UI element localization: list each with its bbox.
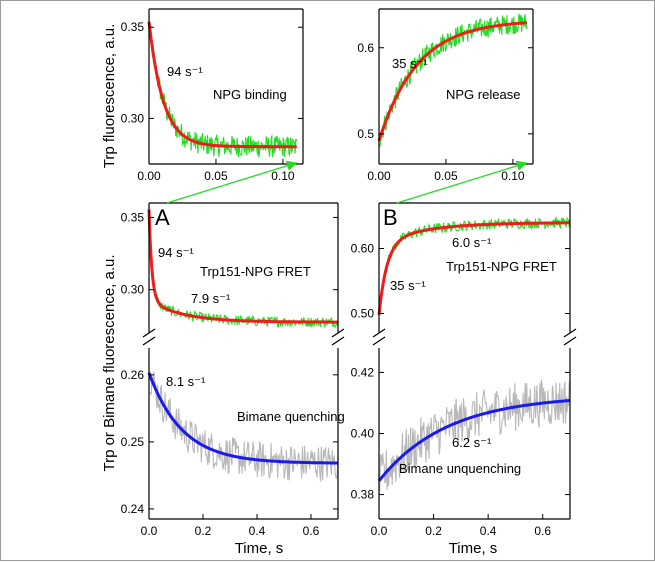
panel-a-fret-y-tick-label: 0.35	[121, 210, 145, 224]
panel-b-bimane-y-tick-label: 0.42	[351, 365, 375, 379]
panel-a-bimane-x-tick-label: 0.6	[303, 524, 320, 538]
panel-b-fret-annotation: Trp151-NPG FRET	[446, 259, 557, 274]
inset-binding-x-tick-label: 0.00	[137, 169, 161, 183]
panel-a-bimane-annotation: Bimane quenching	[237, 409, 345, 424]
inset-release-annotation: 35 s⁻¹	[392, 56, 428, 71]
inset-release-x-tick-label: 0.05	[434, 169, 458, 183]
inset-binding-fit-line	[147, 21, 297, 149]
x-axis-label-left: Time, s	[235, 540, 284, 557]
inset-release-x-tick-label: 0.00	[367, 169, 391, 183]
panel-a-fret-fit-line	[147, 209, 338, 324]
panel-b-fret-annotation: 6.0 s⁻¹	[452, 235, 492, 250]
panel-label-a: A	[155, 205, 170, 230]
panel-b-bimane-x-tick-label: 0.4	[480, 524, 497, 538]
panel-a-fret-break-mark	[142, 328, 156, 338]
panel-a-bimane-y-tick-label: 0.26	[121, 368, 145, 382]
inset-release-annotation: NPG release	[446, 87, 520, 102]
inset-release-y-tick-label: 0.6	[357, 41, 374, 55]
panel-b-bimane-annotation: 6.2 s⁻¹	[452, 435, 492, 450]
y-axis-label-bottom: Trp or Bimane fluorescence, a.u.	[101, 254, 118, 471]
inset-release-data-trace	[378, 13, 528, 147]
panel-a-bimane-plot: 0.24 0.25 0.26 0.0 0.2 0.4 0.6 8.1 s⁻¹ Bimane qu…	[121, 348, 345, 538]
inset-release-y-tick-label: 0.5	[357, 127, 374, 141]
panel-b-bimane-fit-line	[377, 399, 571, 482]
panel-a-bimane-annotation: 8.1 s⁻¹	[166, 374, 206, 389]
inset-binding-y-tick-label: 0.30	[121, 111, 145, 125]
panel-a-fret-break-mark	[142, 336, 156, 346]
panel-b-fret-data-trace	[378, 215, 571, 317]
panel-b-bimane-annotation: Bimane unquenching	[399, 461, 521, 476]
panel-a-fret-annotation: 7.9 s⁻¹	[191, 291, 231, 306]
inset-binding-x-tick-label: 0.05	[204, 169, 228, 183]
inset-binding-annotation: 94 s⁻¹	[167, 64, 203, 79]
panel-a-bimane-x-tick-label: 0.0	[141, 524, 158, 538]
panel-b-fret-break-mark	[563, 336, 577, 346]
inset-release-x-tick-label: 0.10	[501, 169, 525, 183]
y-axis-label-top: Trp fluorescence, a.u.	[101, 24, 118, 169]
panel-a-fret-break-mark	[331, 328, 345, 338]
panel-b-fret-y-tick-label: 0.50	[351, 307, 375, 321]
zoom-arrow-a	[166, 160, 298, 204]
panel-a-fret-y-tick-label: 0.30	[121, 283, 145, 297]
panel-a-bimane-x-tick-label: 0.4	[249, 524, 266, 538]
panel-a-bimane-x-tick-label: 0.2	[195, 524, 212, 538]
panel-b-fret-plot: 0.50 0.60 6.0 s⁻¹ 35 s⁻¹ Trp151-NPG FRET	[351, 202, 577, 346]
panel-b-bimane-x-tick-label: 0.6	[534, 524, 551, 538]
panel-b-bimane-y-tick-label: 0.40	[351, 427, 375, 441]
inset-binding-x-tick-label: 0.10	[271, 169, 295, 183]
panel-label-b: B	[383, 205, 398, 230]
zoom-arrow-b	[396, 160, 528, 204]
panel-a-fret-plot: 0.30 0.35 94 s⁻¹ Trp151-NPG FRET 7.9 s⁻¹	[121, 202, 345, 346]
panel-b-bimane-y-tick-label: 0.38	[351, 488, 375, 502]
panel-b-bimane-data-trace	[378, 379, 571, 492]
inset-release-fit-line	[377, 21, 528, 142]
panel-b-bimane-x-tick-label: 0.2	[425, 524, 442, 538]
panel-a-bimane-fit-line	[147, 372, 338, 465]
panel-b-fret-break-mark	[372, 336, 386, 346]
inset-binding-plot: 0.30 0.35 0.00 0.05 0.10 94 s⁻¹ NPG binding	[121, 8, 304, 183]
panel-b-fret-y-tick-label: 0.60	[351, 242, 375, 256]
panel-b-fret-annotation: 35 s⁻¹	[390, 278, 426, 293]
inset-release-plot: 0.5 0.6 0.00 0.05 0.10 35 s⁻¹ NPG release	[357, 8, 534, 183]
panel-a-fret-annotation: 94 s⁻¹	[158, 245, 194, 260]
panel-b-fret-break-mark	[563, 328, 577, 338]
x-axis-label-right: Time, s	[449, 540, 498, 557]
panel-a-fret-break-mark	[331, 336, 345, 346]
panel-a-bimane-y-tick-label: 0.25	[121, 435, 145, 449]
panel-b-bimane-x-tick-label: 0.0	[371, 524, 388, 538]
inset-binding-y-tick-label: 0.35	[121, 20, 145, 34]
panel-a-fret-annotation: Trp151-NPG FRET	[200, 264, 311, 279]
panel-a-bimane-y-tick-label: 0.24	[121, 502, 145, 516]
inset-binding-annotation: NPG binding	[213, 87, 287, 102]
panel-b-fret-break-mark	[372, 328, 386, 338]
panel-b-bimane-plot: 0.38 0.40 0.42 0.0 0.2 0.4 0.6 6.2 s⁻¹ Bimane un…	[351, 348, 571, 538]
panel-b-fret-fit-line	[377, 221, 570, 315]
